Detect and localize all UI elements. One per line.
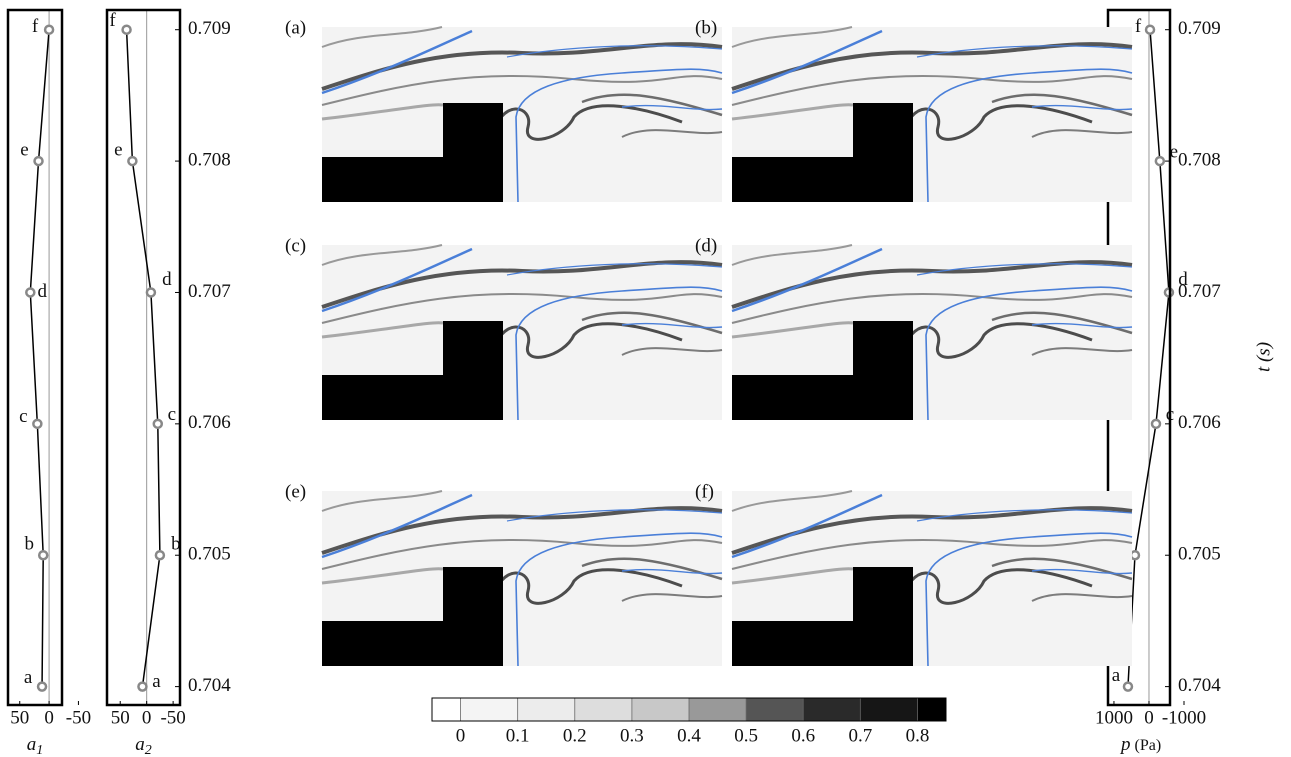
- x-tick-label: 50: [111, 707, 130, 728]
- x-axis-label: a2: [135, 734, 152, 757]
- colorbar-tick-label: 0.5: [734, 725, 758, 746]
- x-axis-subscript: 2: [145, 743, 152, 757]
- x-axis-label: a1: [27, 734, 44, 757]
- panel-label: (f): [695, 481, 714, 502]
- profile-line: [30, 30, 49, 687]
- point-label: a: [1112, 665, 1121, 686]
- colorbar-tick-label: 0.1: [506, 725, 530, 746]
- plot-frame: [8, 10, 62, 705]
- point-label: d: [162, 269, 172, 290]
- y-tick-label: 0.709: [188, 18, 231, 39]
- color-swatch: [518, 698, 575, 721]
- data-point: [1152, 420, 1160, 428]
- data-point: [128, 157, 136, 165]
- flow-panel: [732, 27, 1132, 202]
- data-point: [1131, 551, 1139, 559]
- data-point: [156, 551, 164, 559]
- color-swatch: [575, 698, 632, 721]
- y-tick-label: 0.707: [188, 281, 231, 302]
- color-swatch: [632, 698, 689, 721]
- x-axis-symbol: p: [1119, 734, 1131, 755]
- color-swatch: [432, 698, 461, 721]
- color-swatch: [689, 698, 746, 721]
- figure: 500-50abcdefa1500-500.7040.7050.7060.707…: [0, 0, 1291, 757]
- color-swatch: [746, 698, 803, 721]
- y-axis-label: t (s): [1253, 342, 1274, 372]
- colorbar-tick-label: 0.3: [620, 725, 644, 746]
- x-tick-label: 1000: [1095, 707, 1133, 728]
- colorbar-tick-label: 0: [456, 725, 466, 746]
- point-label: e: [20, 139, 28, 160]
- y-tick-label: 0.706: [1178, 412, 1221, 433]
- color-swatch: [917, 698, 946, 721]
- point-label: f: [109, 10, 116, 31]
- data-point: [1156, 157, 1164, 165]
- data-point: [39, 551, 47, 559]
- data-point: [123, 26, 131, 34]
- data-point: [26, 288, 34, 296]
- y-tick-label: 0.704: [1178, 675, 1221, 696]
- data-point: [1146, 26, 1154, 34]
- x-axis-symbol: a: [135, 734, 145, 755]
- point-label: b: [24, 534, 34, 555]
- x-tick-label: 50: [10, 707, 29, 728]
- y-tick-label: 0.705: [1178, 544, 1221, 565]
- x-axis-symbol: a: [27, 734, 37, 755]
- flow-panel: [322, 491, 722, 666]
- x-axis-unit: (Pa): [1135, 737, 1162, 754]
- y-tick-label: 0.705: [188, 544, 231, 565]
- data-point: [38, 683, 46, 691]
- flow-panel: [732, 491, 1132, 666]
- point-label: e: [114, 139, 122, 160]
- data-point: [154, 420, 162, 428]
- data-point: [1124, 683, 1132, 691]
- y-tick-label: 0.708: [1178, 149, 1221, 170]
- panel-label: (c): [285, 235, 306, 256]
- point-label: c: [168, 404, 176, 425]
- x-axis-label: p(Pa): [1119, 734, 1161, 755]
- color-swatch: [803, 698, 860, 721]
- panel-label: (d): [695, 235, 717, 256]
- x-tick-label: 0: [142, 707, 152, 728]
- data-point: [35, 157, 43, 165]
- data-point: [147, 288, 155, 296]
- point-label: f: [1135, 16, 1142, 37]
- panel-label: (e): [285, 481, 306, 502]
- colorbar-tick-label: 0.7: [848, 725, 872, 746]
- flow-panel: [322, 27, 722, 202]
- x-axis-subscript: 1: [36, 743, 43, 757]
- y-tick-label: 0.706: [188, 412, 231, 433]
- colorbar-tick-label: 0.8: [906, 725, 930, 746]
- data-point: [45, 26, 53, 34]
- plot-frame: [107, 10, 180, 705]
- x-tick-label: -50: [160, 707, 185, 728]
- colorbar-tick-label: 0.6: [791, 725, 815, 746]
- page: 500-50abcdefa1500-500.7040.7050.7060.707…: [0, 0, 1291, 757]
- flow-panel: [732, 245, 1132, 420]
- flow-panel: [322, 245, 722, 420]
- y-tick-label: 0.709: [1178, 18, 1221, 39]
- point-label: a: [152, 671, 161, 692]
- x-tick-label: 0: [1144, 707, 1154, 728]
- x-tick-label: -50: [66, 707, 91, 728]
- x-tick-label: 0: [44, 707, 54, 728]
- y-tick-label: 0.704: [188, 675, 231, 696]
- colorbar-tick-label: 0.2: [563, 725, 587, 746]
- point-label: d: [1178, 269, 1188, 290]
- point-label: d: [38, 281, 48, 302]
- profile-line: [127, 30, 160, 687]
- point-label: f: [32, 16, 39, 37]
- profile-line: [1128, 30, 1169, 687]
- color-swatch: [461, 698, 518, 721]
- data-point: [33, 420, 41, 428]
- panel-label: (b): [695, 17, 717, 38]
- colorbar-tick-label: 0.4: [677, 725, 701, 746]
- data-point: [138, 683, 146, 691]
- color-swatch: [860, 698, 917, 721]
- panel-label: (a): [285, 17, 306, 38]
- x-tick-label: -1000: [1162, 707, 1206, 728]
- point-label: a: [24, 667, 33, 688]
- point-label: c: [19, 406, 27, 427]
- y-tick-label: 0.708: [188, 149, 231, 170]
